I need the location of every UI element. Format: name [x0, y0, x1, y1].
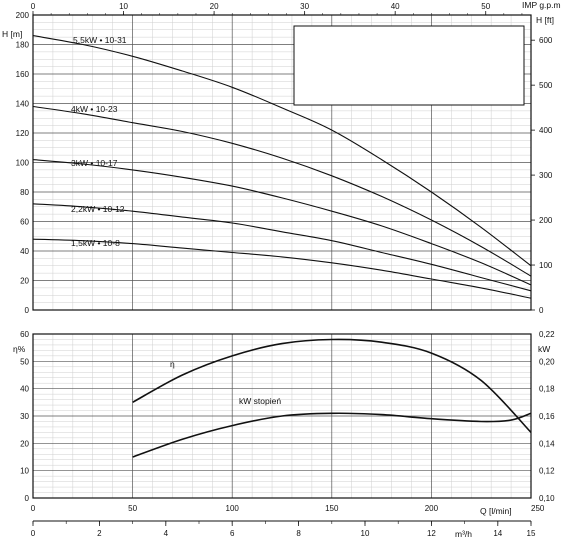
- y-tick-label: 40: [20, 247, 29, 256]
- x-tick-label: 250: [531, 504, 545, 513]
- top-tick-label: 50: [481, 2, 490, 11]
- m3h-tick-label: 4: [164, 529, 169, 538]
- y-tick-label: 20: [20, 277, 29, 286]
- m3h-tick-label: 14: [493, 529, 502, 538]
- y-right-tick-label: 400: [539, 126, 553, 135]
- power-curve: [132, 412, 532, 458]
- eta-tick-label: 50: [20, 357, 29, 366]
- top-tick-label: 10: [119, 2, 128, 11]
- kw-curve-label: kW stopień: [239, 396, 281, 406]
- y-tick-label: 160: [16, 70, 30, 79]
- head-curve-5: [32, 238, 532, 299]
- head-curve-4: [32, 203, 532, 292]
- m3h-tick-label: 10: [361, 529, 370, 538]
- series-label-2-2kw: 2,2kW • 10-12: [71, 204, 125, 214]
- y-tick-label: 120: [16, 129, 30, 138]
- eta-tick-label: 20: [20, 439, 29, 448]
- kw-tick-label: 0,14: [539, 439, 555, 448]
- legend-box: [293, 25, 525, 106]
- series-label-4kw: 4kW • 10-23: [71, 104, 118, 114]
- y-tick-label: 200: [16, 11, 30, 20]
- plot-frames: [32, 14, 532, 522]
- kw-tick-label: 0,22: [539, 330, 555, 339]
- top-tick-label: 40: [391, 2, 400, 11]
- kw-tick-label: 0,20: [539, 357, 555, 366]
- eta-tick-label: 60: [20, 330, 29, 339]
- m3h-tick-label: 15: [527, 529, 536, 538]
- top-tick-label: 20: [210, 2, 219, 11]
- y-right-tick-label: 600: [539, 36, 553, 45]
- series-lines: [32, 35, 532, 458]
- kw-tick-label: 0,10: [539, 494, 555, 503]
- y-right-tick-label: 0: [539, 306, 544, 315]
- kw-tick-label: 0,18: [539, 385, 555, 394]
- x-tick-label: 100: [226, 504, 240, 513]
- head-curve-2: [32, 105, 532, 277]
- top-axis-label: IMP g.p.m.: [522, 0, 561, 10]
- eta-tick-label: 10: [20, 467, 29, 476]
- head-curve-3: [32, 159, 532, 286]
- series-label-5-5kw: 5,5kW • 10-31: [73, 35, 127, 45]
- y-right-tick-label: 300: [539, 171, 553, 180]
- series-label-3kw: 3kW • 10-17: [71, 158, 118, 168]
- m3h-tick-label: 8: [296, 529, 301, 538]
- y-axis-label-right: H [ft]: [536, 15, 554, 25]
- top-tick-label: 30: [300, 2, 309, 11]
- x-tick-label: 200: [425, 504, 439, 513]
- head-curve-1: [32, 35, 532, 267]
- kw-axis-label: kW: [538, 344, 550, 354]
- y-right-tick-label: 500: [539, 81, 553, 90]
- x-axis-label: Q [l/min]: [480, 506, 512, 516]
- tick-labels: 0204060801001201401601802000100200300400…: [16, 2, 555, 538]
- y-tick-label: 100: [16, 159, 30, 168]
- m3h-tick-label: 12: [427, 529, 436, 538]
- x-tick-label: 50: [128, 504, 137, 513]
- kw-tick-label: 0,12: [539, 467, 555, 476]
- eta-tick-label: 40: [20, 385, 29, 394]
- x-axis-secondary-label: m³/h: [455, 529, 472, 539]
- m3h-tick-label: 0: [31, 529, 36, 538]
- y-tick-label: 0: [25, 306, 30, 315]
- y-axis-label-left: H [m]: [2, 29, 22, 39]
- m3h-tick-label: 2: [97, 529, 102, 538]
- m3h-tick-label: 6: [230, 529, 235, 538]
- top-plot-frame: [32, 14, 532, 311]
- eta-curve-label: η: [170, 359, 175, 369]
- y-tick-label: 80: [20, 188, 29, 197]
- bottom-plot-frame: [32, 333, 532, 499]
- y-tick-label: 180: [16, 41, 30, 50]
- y-right-tick-label: 100: [539, 261, 553, 270]
- efficiency-curve: [132, 338, 532, 433]
- y-tick-label: 140: [16, 100, 30, 109]
- series-label-1-5kw: 1,5kW • 10-8: [71, 238, 120, 248]
- x-tick-label: 0: [31, 504, 36, 513]
- x-tick-label: 150: [325, 504, 339, 513]
- eta-tick-label: 0: [25, 494, 30, 503]
- eta-tick-label: 30: [20, 412, 29, 421]
- y-right-tick-label: 200: [539, 216, 553, 225]
- top-tick-label: 0: [31, 2, 36, 11]
- y-tick-label: 60: [20, 218, 29, 227]
- eta-axis-label: η%: [13, 344, 26, 354]
- kw-tick-label: 0,16: [539, 412, 555, 421]
